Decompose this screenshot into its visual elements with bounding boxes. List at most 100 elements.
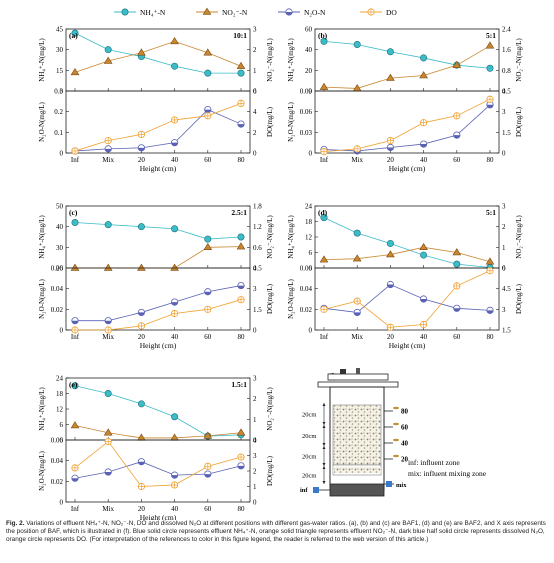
data-point: [171, 62, 179, 70]
tick-label-right: 0: [253, 150, 257, 158]
ylabel-right: DO(mg/L): [515, 283, 523, 314]
data-point: [237, 281, 245, 290]
data-point: [486, 95, 494, 103]
ratio-label: 2.5:1: [231, 208, 247, 217]
tick-label-right: 3: [502, 203, 506, 211]
tick-label-left: 12: [305, 234, 313, 242]
data-point: [237, 233, 245, 241]
ylabel-left: N₂O-N(mg/L): [287, 278, 295, 318]
tick-label-left: 24: [305, 203, 313, 211]
tick-label-right: 2: [253, 468, 257, 476]
tick-label-x: Mix: [102, 505, 114, 513]
support-gravel: [333, 467, 381, 473]
plot-frame: [65, 90, 251, 154]
series-line: [74, 425, 242, 439]
ylabel-left: N₂O-N(mg/L): [38, 278, 46, 318]
ratio-label: 10:1: [233, 31, 247, 40]
top-valve: [340, 369, 346, 374]
legend-label: NO₂⁻-N: [222, 8, 248, 17]
port-height-label: 60: [401, 424, 409, 432]
series: [71, 458, 245, 482]
tick-label-left: 0: [309, 327, 313, 335]
data-point: [71, 317, 79, 325]
tick-label-left: 40: [305, 46, 313, 54]
tick-label-left: 40: [56, 223, 64, 231]
data-point: [236, 242, 246, 250]
data-point: [453, 260, 461, 268]
data-point: [485, 41, 495, 49]
xlabel: Height (cm): [389, 341, 426, 350]
ratio-label: 5:1: [486, 31, 496, 40]
panel-label: (d): [318, 208, 328, 217]
tick-label-x: 60: [453, 333, 461, 341]
tick-label-x: 80: [238, 505, 246, 513]
tick-label-left: 0.3: [54, 88, 63, 96]
tick-label-left: 18: [56, 390, 64, 398]
ylabel-left: NH₄⁺-N(mg/L): [38, 215, 46, 259]
tick-label-x: 40: [171, 333, 179, 341]
xlabel: Height (cm): [140, 341, 177, 350]
tick-label-x: 40: [171, 505, 179, 513]
data-point: [420, 54, 428, 62]
data-point: [486, 64, 494, 72]
data-point: [103, 428, 113, 436]
data-point: [320, 148, 328, 156]
data-point: [237, 69, 245, 77]
legend-item: N₂O-N: [278, 8, 326, 17]
legend-item: NH₄⁺-N: [114, 8, 166, 17]
tick-label-right: 4.5: [253, 265, 262, 273]
data-point: [171, 225, 179, 233]
data-point: [236, 428, 246, 436]
sampling-port: 60: [384, 422, 409, 432]
panel-label: (c): [69, 208, 78, 217]
sampling-port: 40: [384, 438, 409, 448]
series: [70, 421, 246, 441]
data-point: [386, 239, 394, 247]
ylabel-left: N₂O-N(mg/L): [38, 450, 46, 490]
tick-label-right: 1.5: [253, 306, 262, 314]
port-height-label: 80: [401, 408, 409, 416]
tick-label-left: 0.06: [300, 108, 313, 116]
ratio-label: 5:1: [486, 208, 496, 217]
inf-label: inf: [300, 487, 308, 494]
data-point: [237, 99, 245, 108]
tick-label-right: 2: [253, 46, 257, 54]
mix-label: mix: [396, 482, 407, 489]
dimension: 20cm: [302, 466, 326, 484]
dimension-label: 20cm: [302, 454, 316, 461]
plot-frame: [314, 205, 500, 269]
series-line: [74, 461, 242, 479]
tick-label-left: 0: [309, 150, 313, 158]
data-point: [236, 61, 246, 69]
series-line: [75, 285, 242, 322]
data-point: [386, 250, 395, 258]
data-point: [71, 382, 79, 390]
data-point: [386, 73, 395, 81]
data-point: [71, 219, 79, 227]
data-point: [203, 431, 213, 439]
ratio-label: 1.5:1: [231, 380, 247, 389]
data-point: [353, 40, 361, 48]
data-point: [171, 139, 179, 147]
data-point: [419, 242, 428, 251]
data-point: [204, 288, 212, 296]
data-point: [204, 69, 212, 77]
data-point: [137, 400, 145, 408]
tick-label-left: 0.04: [51, 285, 64, 293]
legend-label: NH₄⁺-N: [140, 8, 166, 17]
tick-label-right: 3: [502, 108, 506, 116]
tick-label-right: 4.5: [502, 285, 511, 293]
legend-item: DO: [360, 8, 397, 17]
tick-label-right: 1: [502, 244, 506, 252]
tick-label-x: 80: [487, 333, 495, 341]
tick-label-x: 20: [138, 333, 146, 341]
tick-label-x: Mix: [351, 333, 363, 341]
tick-label-right: 0.8: [502, 67, 511, 75]
series-line: [75, 246, 242, 269]
series: [320, 214, 494, 271]
tick-label-x: 80: [238, 156, 246, 164]
data-point: [419, 140, 428, 148]
series-line: [323, 246, 491, 263]
tick-label-right: 0: [253, 437, 257, 445]
